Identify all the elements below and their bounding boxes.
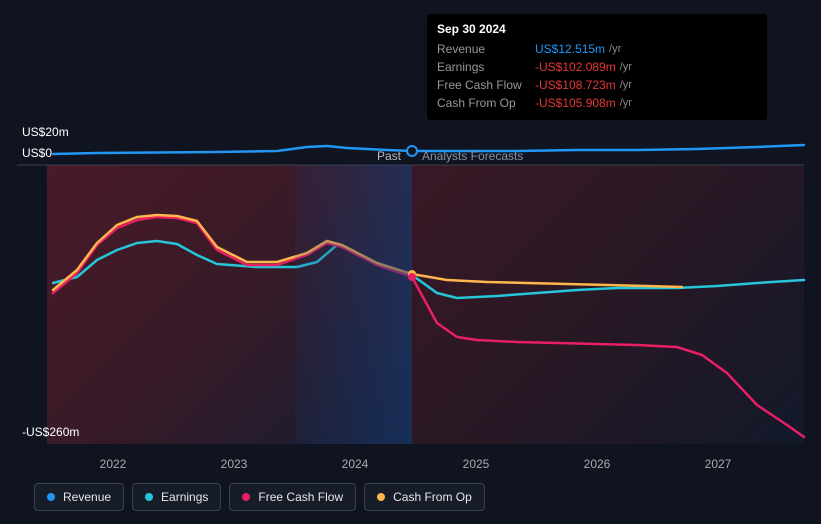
tooltip-row-value: -US$105.908m bbox=[535, 96, 616, 110]
legend-item-cash-from-op[interactable]: Cash From Op bbox=[364, 483, 485, 511]
tooltip-row-value: US$12.515m bbox=[535, 42, 605, 56]
tooltip-row: Earnings-US$102.089m/yr bbox=[437, 58, 757, 76]
series-line-earnings bbox=[53, 241, 804, 298]
legend-item-earnings[interactable]: Earnings bbox=[132, 483, 221, 511]
past-label: Past bbox=[377, 149, 401, 163]
x-axis-label: 2023 bbox=[221, 457, 248, 471]
tooltip-row-unit: /yr bbox=[620, 79, 632, 91]
x-axis-label: 2024 bbox=[342, 457, 369, 471]
tooltip-row-unit: /yr bbox=[620, 61, 632, 73]
legend-item-revenue[interactable]: Revenue bbox=[34, 483, 124, 511]
tooltip-row-label: Free Cash Flow bbox=[437, 78, 535, 92]
tooltip-row-label: Cash From Op bbox=[437, 96, 535, 110]
legend: Revenue Earnings Free Cash Flow Cash From O… bbox=[34, 483, 485, 511]
y-axis-label: US$0 bbox=[22, 146, 52, 160]
series-line-free-cash-flow bbox=[53, 217, 804, 437]
y-axis-label: US$20m bbox=[22, 125, 69, 139]
legend-item-label: Earnings bbox=[161, 490, 208, 504]
legend-item-label: Revenue bbox=[63, 490, 111, 504]
legend-item-label: Cash From Op bbox=[393, 490, 472, 504]
x-axis-label: 2026 bbox=[584, 457, 611, 471]
hover-marker bbox=[408, 273, 416, 281]
legend-dot bbox=[47, 493, 55, 501]
legend-dot bbox=[242, 493, 250, 501]
hover-band bbox=[295, 165, 412, 444]
tooltip-date: Sep 30 2024 bbox=[437, 22, 757, 36]
hover-marker bbox=[406, 145, 418, 157]
forecast-label: Analysts Forecasts bbox=[422, 149, 523, 163]
financials-chart: Sep 30 2024 RevenueUS$12.515m/yrEarnings… bbox=[17, 0, 804, 524]
tooltip-row-unit: /yr bbox=[609, 43, 621, 55]
tooltip-row-value: -US$102.089m bbox=[535, 60, 616, 74]
tooltip-row-label: Revenue bbox=[437, 42, 535, 56]
legend-item-free-cash-flow[interactable]: Free Cash Flow bbox=[229, 483, 356, 511]
y-axis-label: -US$260m bbox=[22, 425, 79, 439]
legend-item-label: Free Cash Flow bbox=[258, 490, 343, 504]
tooltip-row: Cash From Op-US$105.908m/yr bbox=[437, 94, 757, 112]
tooltip-row-value: -US$108.723m bbox=[535, 78, 616, 92]
tooltip-row: RevenueUS$12.515m/yr bbox=[437, 40, 757, 58]
x-axis-label: 2025 bbox=[463, 457, 490, 471]
tooltip-row: Free Cash Flow-US$108.723m/yr bbox=[437, 76, 757, 94]
x-axis-label: 2022 bbox=[100, 457, 127, 471]
chart-tooltip: Sep 30 2024 RevenueUS$12.515m/yrEarnings… bbox=[427, 14, 767, 120]
plot-area[interactable]: US$20m US$0 -US$260m Past Analysts Forecast… bbox=[17, 125, 804, 445]
x-axis-label: 2027 bbox=[705, 457, 732, 471]
legend-dot bbox=[145, 493, 153, 501]
legend-dot bbox=[377, 493, 385, 501]
tooltip-row-unit: /yr bbox=[620, 97, 632, 109]
tooltip-row-label: Earnings bbox=[437, 60, 535, 74]
